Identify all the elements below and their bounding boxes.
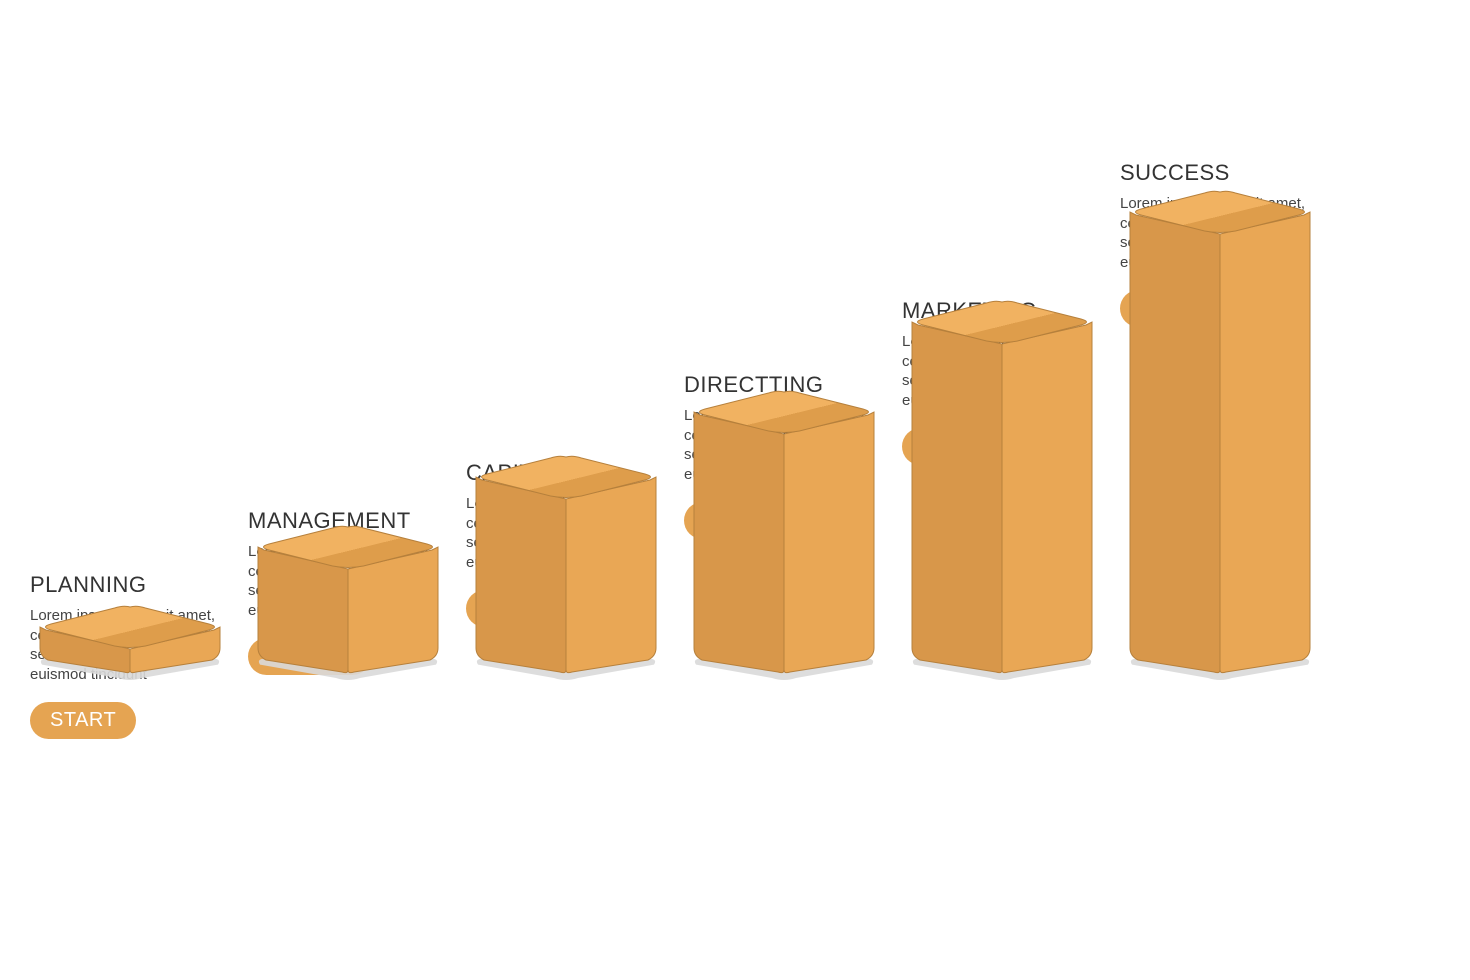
step-bar (466, 180, 666, 680)
step-bar-wrap-3 (684, 330, 884, 830)
step-bar-wrap-5 (1120, 330, 1320, 830)
infographic-stage: PLANNING Lorem ipsum dolor sit amet, con… (0, 0, 1470, 980)
step-bar (248, 180, 448, 680)
step-bar-wrap-0 (30, 330, 230, 830)
step-bar-wrap-4 (902, 330, 1102, 830)
step-bar (30, 180, 230, 680)
step-bar-wrap-2 (466, 330, 666, 830)
step-bar-wrap-1 (248, 330, 448, 830)
step-bar (902, 180, 1102, 680)
step-bar (1120, 180, 1320, 680)
step-bar (684, 180, 884, 680)
